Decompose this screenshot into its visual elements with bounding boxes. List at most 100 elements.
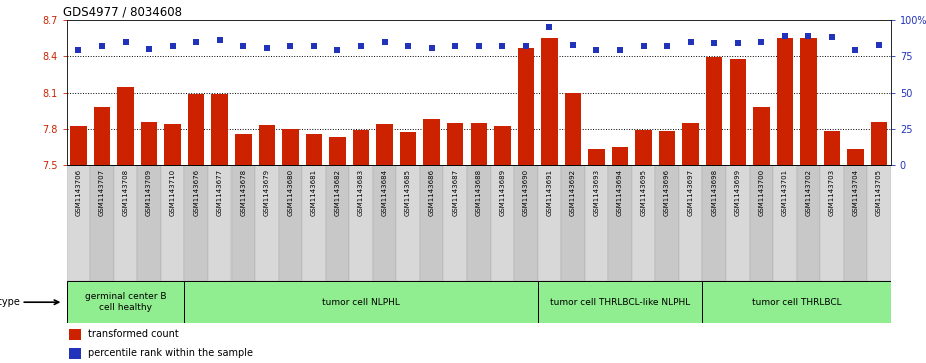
Text: GSM1143704: GSM1143704	[853, 169, 858, 216]
Text: GSM1143691: GSM1143691	[546, 169, 553, 216]
Text: GSM1143705: GSM1143705	[876, 169, 882, 216]
Text: GSM1143703: GSM1143703	[829, 169, 835, 216]
Bar	[706, 57, 722, 165]
Text: cell type: cell type	[0, 297, 20, 307]
Text: germinal center B
cell healthy: germinal center B cell healthy	[85, 292, 167, 312]
Point	[519, 43, 533, 49]
Bar	[844, 165, 868, 281]
Bar	[584, 165, 608, 281]
Point	[119, 39, 133, 45]
Text: GSM1143682: GSM1143682	[334, 169, 341, 216]
Bar	[396, 165, 419, 281]
Bar	[114, 165, 137, 281]
Point	[189, 39, 204, 45]
Text: GDS4977 / 8034608: GDS4977 / 8034608	[63, 5, 181, 19]
Point	[71, 48, 86, 53]
Bar	[400, 132, 417, 165]
Bar	[800, 38, 817, 165]
Text: GSM1143688: GSM1143688	[476, 169, 482, 216]
Point	[354, 43, 369, 49]
Bar	[538, 281, 703, 323]
Bar	[423, 119, 440, 165]
Text: GSM1143679: GSM1143679	[264, 169, 269, 216]
Bar	[69, 329, 81, 340]
Bar	[330, 137, 345, 165]
Bar	[447, 123, 463, 165]
Bar	[561, 165, 584, 281]
Bar	[306, 134, 322, 165]
Point	[236, 43, 251, 49]
Bar	[467, 165, 491, 281]
Bar	[847, 150, 864, 165]
Bar	[565, 93, 582, 165]
Bar	[211, 94, 228, 165]
Text: GSM1143681: GSM1143681	[311, 169, 317, 216]
Text: GSM1143680: GSM1143680	[287, 169, 294, 216]
Point	[377, 39, 392, 45]
Bar	[514, 165, 538, 281]
Text: GSM1143686: GSM1143686	[429, 169, 434, 216]
Point	[401, 43, 416, 49]
Bar	[796, 165, 820, 281]
Text: GSM1143685: GSM1143685	[405, 169, 411, 216]
Text: GSM1143707: GSM1143707	[99, 169, 105, 216]
Bar	[726, 165, 749, 281]
Bar	[870, 122, 887, 165]
Bar	[824, 131, 840, 165]
Bar	[777, 38, 793, 165]
Bar	[90, 165, 114, 281]
Point	[731, 40, 745, 46]
Bar	[682, 123, 699, 165]
Point	[613, 48, 628, 53]
Point	[165, 43, 180, 49]
Bar	[749, 165, 773, 281]
Bar	[208, 165, 232, 281]
Text: percentile rank within the sample: percentile rank within the sample	[87, 348, 253, 358]
Text: GSM1143690: GSM1143690	[523, 169, 529, 216]
Text: GSM1143687: GSM1143687	[452, 169, 458, 216]
Text: GSM1143702: GSM1143702	[806, 169, 811, 216]
Text: GSM1143706: GSM1143706	[75, 169, 81, 216]
Text: tumor cell NLPHL: tumor cell NLPHL	[322, 298, 400, 307]
Bar	[491, 165, 514, 281]
Point	[142, 46, 156, 52]
Bar	[703, 281, 891, 323]
Bar	[612, 147, 628, 165]
Bar	[188, 94, 205, 165]
Bar	[349, 165, 373, 281]
Bar	[184, 281, 538, 323]
Bar	[635, 130, 652, 165]
Text: GSM1143709: GSM1143709	[146, 169, 152, 216]
Text: GSM1143696: GSM1143696	[664, 169, 670, 216]
Text: GSM1143695: GSM1143695	[641, 169, 646, 216]
Text: GSM1143693: GSM1143693	[594, 169, 599, 216]
Point	[707, 40, 721, 46]
Bar	[538, 165, 561, 281]
Text: tumor cell THRLBCL-like NLPHL: tumor cell THRLBCL-like NLPHL	[550, 298, 690, 307]
Bar	[70, 126, 87, 165]
Bar	[94, 107, 110, 165]
Point	[589, 48, 604, 53]
Text: GSM1143699: GSM1143699	[734, 169, 741, 216]
Bar	[753, 107, 770, 165]
Bar	[470, 123, 487, 165]
Bar	[376, 124, 393, 165]
Text: GSM1143678: GSM1143678	[240, 169, 246, 216]
Bar	[302, 165, 326, 281]
Bar	[494, 126, 510, 165]
Bar	[235, 134, 252, 165]
Point	[448, 43, 463, 49]
Text: GSM1143697: GSM1143697	[688, 169, 694, 216]
Text: GSM1143677: GSM1143677	[217, 169, 223, 216]
Point	[94, 43, 109, 49]
Bar	[67, 281, 184, 323]
Bar	[659, 131, 675, 165]
Point	[778, 33, 793, 39]
Bar	[656, 165, 679, 281]
Bar	[444, 165, 467, 281]
Point	[494, 43, 509, 49]
Point	[307, 43, 321, 49]
Point	[871, 42, 886, 48]
Point	[471, 43, 486, 49]
Bar	[165, 124, 181, 165]
